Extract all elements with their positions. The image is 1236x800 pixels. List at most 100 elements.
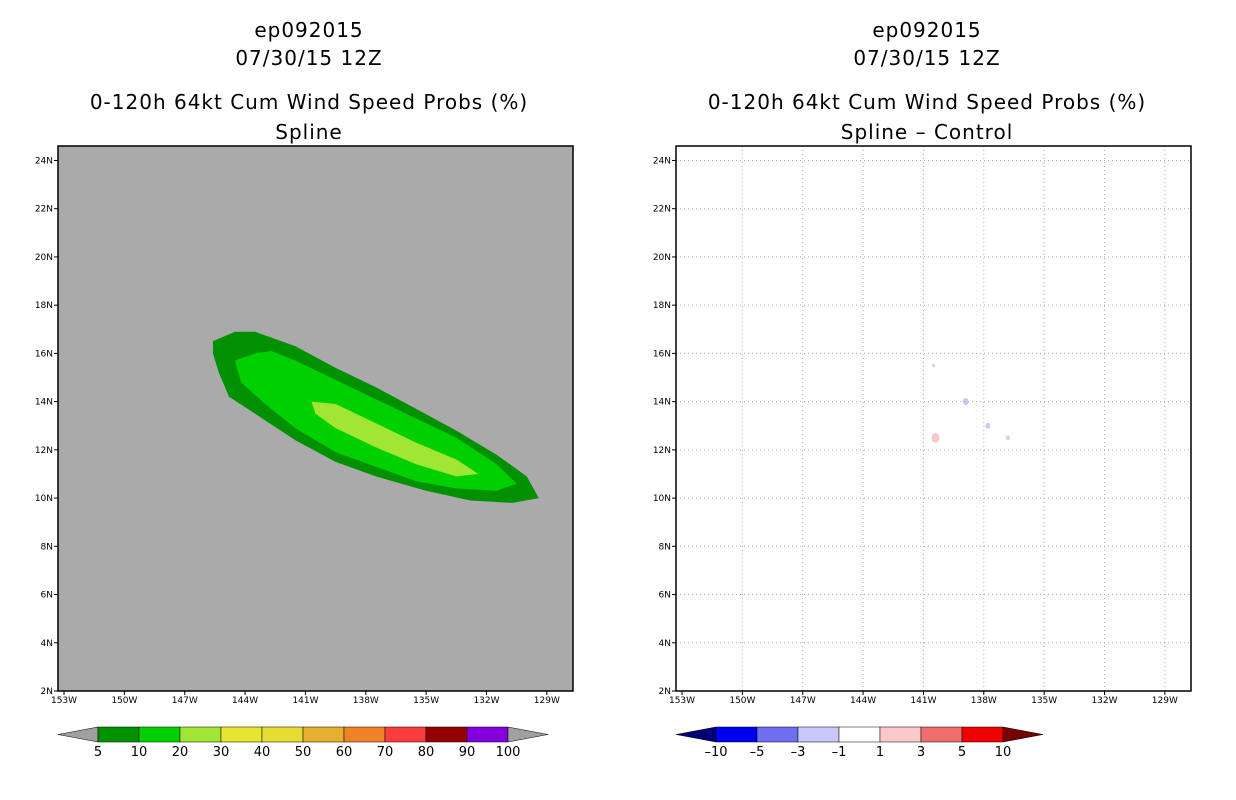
x-tick-label: 150W (111, 696, 137, 706)
y-tick-label: 20N (35, 253, 53, 263)
difference-blob-3 (962, 398, 969, 406)
colorbar-label: 90 (459, 745, 476, 760)
colorbar-right-arrow (1002, 726, 1044, 743)
chart-title: 0-120h 64kt Cum Wind Speed Probs (%) (707, 90, 1147, 114)
colorbar-label: 60 (336, 745, 353, 760)
y-tick-label: 10N (653, 494, 671, 504)
x-tick-label: 138W (971, 696, 997, 706)
chart-subtitle: Spline – Control (840, 120, 1014, 144)
y-tick-label: 18N (35, 301, 53, 311)
colorbar-label: 80 (418, 745, 435, 760)
colorbar-swatch (302, 726, 345, 743)
y-tick-label: 16N (35, 349, 53, 359)
colorbar-swatch (97, 726, 140, 743)
plot-frame (675, 145, 1192, 692)
x-tick-label: 129W (534, 696, 560, 706)
colorbar-left-arrow (57, 726, 99, 743)
y-tick-label: 22N (653, 205, 671, 215)
x-tick-label: 141W (910, 696, 936, 706)
colorbar-swatch (797, 726, 840, 743)
panel-spline-minus-control: ep092015 07/30/15 12Z 0-120h 64kt Cum Wi… (618, 0, 1236, 800)
storm-id: ep092015 (872, 18, 982, 42)
y-tick-label: 22N (35, 205, 53, 215)
forecast-time: 07/30/15 12Z (853, 46, 1001, 70)
colorbar-label: 3 (917, 745, 925, 760)
colorbar-label: –5 (750, 745, 765, 760)
chart-difference: 153W 150W 147W 144W 141W 138W 135W 132W 129W 2N 4N… (653, 145, 1192, 760)
x-tick-label: 129W (1152, 696, 1178, 706)
y-tick-label: 6N (41, 591, 53, 601)
colorbar-swatch (466, 726, 509, 743)
x-tick-label: 138W (353, 696, 379, 706)
y-tick-label: 2N (659, 687, 671, 697)
y-tick-label: 24N (653, 156, 671, 166)
y-tick-label: 24N (35, 156, 53, 166)
colorbar-swatch (384, 726, 427, 743)
y-tick-label: 2N (41, 687, 53, 697)
contour-level-3 (311, 401, 479, 477)
colorbar-swatch (179, 726, 222, 743)
x-tick-label: 135W (1031, 696, 1057, 706)
colorbar-swatch (879, 726, 922, 743)
y-tick-label: 16N (653, 349, 671, 359)
panel-spline: ep092015 07/30/15 12Z 0-120h 64kt Cum Wi… (35, 18, 574, 760)
y-tick-label: 14N (35, 398, 53, 408)
colorbar-swatch (920, 726, 963, 743)
colorbar-swatch (138, 726, 181, 743)
chart-title: 0-120h 64kt Cum Wind Speed Probs (%) (89, 90, 529, 114)
colorbar-left-arrow (675, 726, 717, 743)
colorbar-label: 10 (131, 745, 148, 760)
colorbar-label: 10 (995, 745, 1012, 760)
y-tick-label: 8N (41, 542, 53, 552)
colorbar-right-arrow (507, 726, 549, 743)
colorbar-label: 40 (254, 745, 271, 760)
storm-id: ep092015 (254, 18, 364, 42)
colorbar-swatch (715, 726, 758, 743)
x-tick-label: 135W (413, 696, 439, 706)
colorbar-swatch (961, 726, 1004, 743)
y-tick-label: 4N (41, 639, 53, 649)
colorbar-label: 100 (496, 745, 521, 760)
y-tick-label: 12N (35, 446, 53, 456)
x-tick-label: 150W (729, 696, 755, 706)
x-tick-label: 153W (669, 696, 695, 706)
colorbar-swatch (425, 726, 468, 743)
chart-subtitle: Spline (275, 120, 343, 144)
plot-frame (57, 145, 574, 692)
difference-blob-2 (1005, 435, 1010, 441)
colorbar-swatch (343, 726, 386, 743)
colorbar-label: –3 (791, 745, 806, 760)
colorbar-label: –1 (832, 745, 847, 760)
x-tick-label: 153W (51, 696, 77, 706)
y-tick-label: 8N (659, 542, 671, 552)
colorbar-swatch (838, 726, 881, 743)
x-tick-label: 144W (232, 696, 258, 706)
x-tick-label: 147W (790, 696, 816, 706)
x-tick-label: 147W (172, 696, 198, 706)
colorbar-label: 50 (295, 745, 312, 760)
difference-blob-1 (931, 432, 940, 443)
x-tick-label: 132W (1091, 696, 1117, 706)
colorbar-label: 70 (377, 745, 394, 760)
difference-blob-4 (985, 422, 991, 429)
y-tick-label: 14N (653, 398, 671, 408)
chart-spline: 153W 150W 147W 144W 141W 138W 135W 132W 129W 2N 4N… (35, 145, 574, 760)
x-tick-label: 144W (850, 696, 876, 706)
x-tick-label: 132W (473, 696, 499, 706)
x-tick-label: 141W (292, 696, 318, 706)
plot-background (676, 146, 1191, 691)
colorbar-swatch (220, 726, 263, 743)
colorbar-label: 20 (172, 745, 189, 760)
y-tick-label: 12N (653, 446, 671, 456)
colorbar-swatch (261, 726, 304, 743)
colorbar-label: 5 (958, 745, 966, 760)
difference-blob-5 (932, 363, 935, 367)
forecast-time: 07/30/15 12Z (235, 46, 383, 70)
y-tick-label: 10N (35, 494, 53, 504)
y-tick-label: 18N (653, 301, 671, 311)
y-tick-label: 4N (659, 639, 671, 649)
colorbar-swatch (756, 726, 799, 743)
y-tick-label: 6N (659, 591, 671, 601)
colorbar-label: –10 (704, 745, 727, 760)
colorbar-label: 30 (213, 745, 230, 760)
